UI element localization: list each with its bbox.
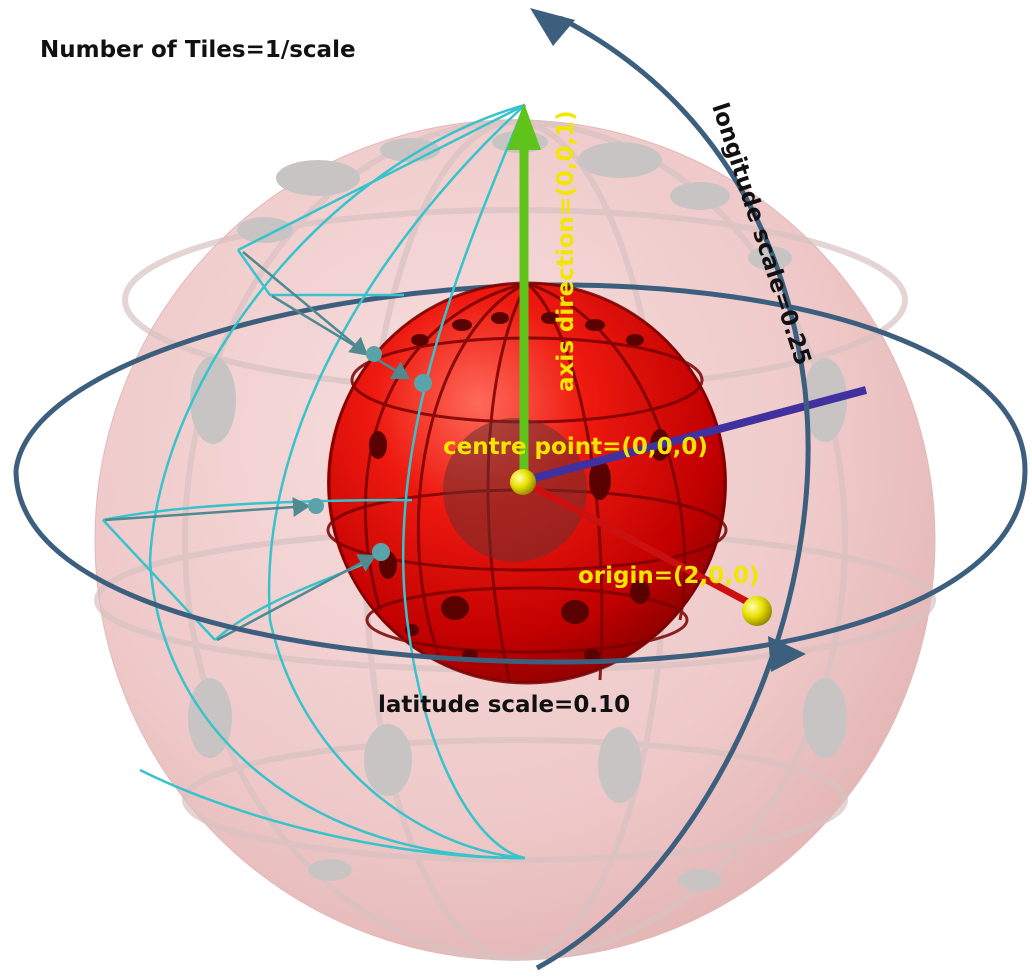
- tile-projection-dots: [308, 346, 432, 561]
- centre-point-marker: [510, 469, 536, 495]
- diagram-title: Number of Tiles=1/scale: [40, 37, 356, 63]
- latitude-ring-front: [13, 469, 1028, 665]
- tile-projection-arrows: [104, 251, 411, 642]
- longitude-arc: [535, 15, 811, 971]
- origin-marker: [742, 596, 772, 626]
- y-axis: [525, 386, 868, 484]
- inner-sphere-holes: [369, 312, 670, 661]
- outer-sphere-spots: [188, 131, 847, 891]
- axis-direction-arrow: [507, 103, 541, 480]
- longitude-arrow-head: [530, 8, 575, 46]
- centre-point-label: centre point=(0,0,0): [443, 434, 708, 460]
- wire-tile: [102, 103, 527, 860]
- x-axis: [522, 478, 759, 611]
- latitude-scale-label: latitude scale=0.10: [378, 692, 630, 718]
- origin-label: origin=(2,0,0): [578, 563, 760, 589]
- axis-direction-label: axis direction=(0,0,1): [553, 110, 579, 392]
